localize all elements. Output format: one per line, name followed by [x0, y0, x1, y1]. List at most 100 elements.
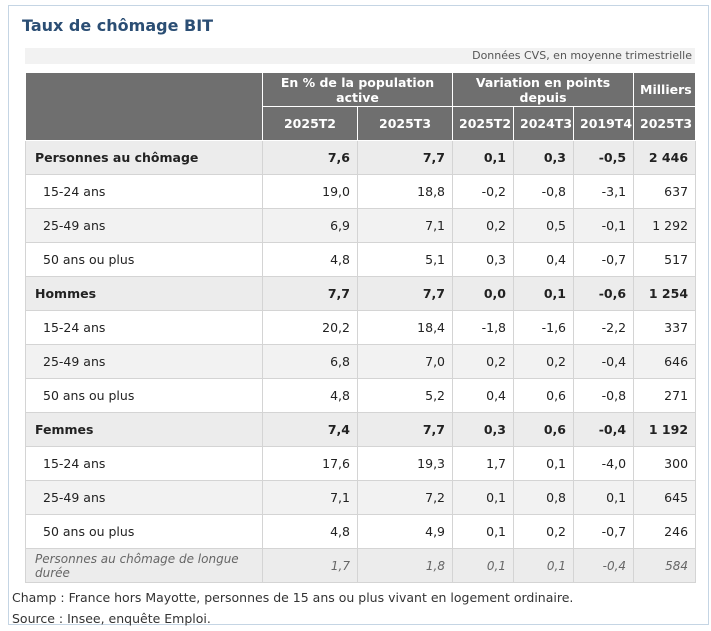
table-cell: 646	[633, 344, 697, 379]
row-label: Personnes au chômage de longue durée	[25, 548, 263, 583]
table-cell: 7,4	[262, 412, 358, 447]
table-cell: 7,1	[356, 208, 454, 243]
table-cell: -4,0	[573, 446, 635, 481]
table-cell: 0,3	[452, 242, 515, 277]
table-frame	[8, 5, 709, 625]
table-cell: 0,0	[452, 276, 515, 311]
row-label: 25-49 ans	[25, 344, 263, 379]
table-cell: 246	[633, 514, 697, 549]
table-cell: 6,9	[262, 208, 358, 243]
table-row: 50 ans ou plus 4,8 5,2 0,4 0,6 -0,8 271	[25, 378, 697, 413]
table-cell: -0,5	[573, 140, 635, 175]
row-label: 50 ans ou plus	[25, 378, 263, 413]
table-cell: -3,1	[573, 174, 635, 209]
table-cell: 5,1	[356, 242, 454, 277]
header-group-rate: En % de la population active	[261, 72, 454, 107]
table-cell: 0,2	[513, 514, 575, 549]
table-cell: 0,3	[513, 140, 575, 175]
table-cell: 645	[633, 480, 697, 515]
table-cell: 7,0	[356, 344, 454, 379]
table-row: Personnes au chômage 7,6 7,7 0,1 0,3 -0,5 2 44…	[25, 140, 697, 175]
table-cell: 0,1	[513, 446, 575, 481]
table-cell: 18,4	[356, 310, 454, 345]
header-corner	[25, 72, 263, 141]
row-label: 15-24 ans	[25, 446, 263, 481]
table-row: 50 ans ou plus 4,8 4,9 0,1 0,2 -0,7 246	[25, 514, 697, 549]
table-row: 25-49 ans 6,9 7,1 0,2 0,5 -0,1 1 292	[25, 208, 697, 243]
table-cell: 0,6	[513, 412, 575, 447]
table-cell: 0,2	[452, 208, 515, 243]
table-cell: 0,1	[513, 276, 575, 311]
table-cell: -0,2	[452, 174, 515, 209]
row-label: 25-49 ans	[25, 480, 263, 515]
table-cell: 17,6	[262, 446, 358, 481]
table-body: Personnes au chômage 7,6 7,7 0,1 0,3 -0,5 2 44…	[25, 140, 697, 583]
table-cell: 0,2	[452, 344, 515, 379]
table-cell: 0,1	[452, 514, 515, 549]
table-cell: 0,5	[513, 208, 575, 243]
table-row: 15-24 ans 17,6 19,3 1,7 0,1 -4,0 300	[25, 446, 697, 481]
row-label: 25-49 ans	[25, 208, 263, 243]
table-cell: -0,7	[573, 242, 635, 277]
table-cell: 5,2	[356, 378, 454, 413]
header-period: 2025T3	[356, 106, 454, 141]
table-notes: Champ : France hors Mayotte, personnes d…	[12, 587, 573, 629]
table-cell: 1,7	[262, 548, 358, 583]
table-cell: -1,6	[513, 310, 575, 345]
row-label: 15-24 ans	[25, 174, 263, 209]
table-cell: 517	[633, 242, 697, 277]
table-row: Hommes 7,7 7,7 0,0 0,1 -0,6 1 254	[25, 276, 697, 311]
header-period: 2025T3	[633, 106, 697, 141]
table-cell: 18,8	[356, 174, 454, 209]
table-cell: -0,1	[573, 208, 635, 243]
table-cell: 1,8	[356, 548, 454, 583]
table-cell: 0,4	[452, 378, 515, 413]
source-note: Source : Insee, enquête Emploi.	[12, 611, 211, 626]
table-cell: 19,3	[356, 446, 454, 481]
header-period: 2025T2	[452, 106, 515, 141]
table-cell: 271	[633, 378, 697, 413]
table-row: 25-49 ans 7,1 7,2 0,1 0,8 0,1 645	[25, 480, 697, 515]
table-cell: 4,8	[262, 378, 358, 413]
table-cell: -0,6	[573, 276, 635, 311]
header-period: 2019T4	[573, 106, 635, 141]
table-cell: -0,7	[573, 514, 635, 549]
table-cell: 1 292	[633, 208, 697, 243]
table-cell: 19,0	[262, 174, 358, 209]
table-cell: 0,2	[513, 344, 575, 379]
table-cell: 4,8	[262, 242, 358, 277]
row-label: Personnes au chômage	[25, 140, 263, 175]
table-cell: 0,8	[513, 480, 575, 515]
table-cell: -0,4	[573, 412, 635, 447]
table-cell: 7,2	[356, 480, 454, 515]
table-cell: 637	[633, 174, 697, 209]
table-cell: 0,1	[573, 480, 635, 515]
table-row: 15-24 ans 20,2 18,4 -1,8 -1,6 -2,2 337	[25, 310, 697, 345]
row-label: 15-24 ans	[25, 310, 263, 345]
table-cell: -0,8	[513, 174, 575, 209]
unemployment-table: En % de la population active Variation e…	[25, 72, 697, 583]
table-cell: -0,4	[573, 548, 635, 583]
scope-note: Champ : France hors Mayotte, personnes d…	[12, 590, 574, 605]
table-cell: 584	[633, 548, 697, 583]
row-label: Hommes	[25, 276, 263, 311]
group-header-row: En % de la population active Variation e…	[25, 72, 697, 141]
table-cell: 7,6	[262, 140, 358, 175]
table-row: 50 ans ou plus 4,8 5,1 0,3 0,4 -0,7 517	[25, 242, 697, 277]
header-group-variation: Variation en points depuis	[452, 72, 635, 107]
header-group-thousands: Milliers	[633, 72, 697, 107]
table-subtitle: Données CVS, en moyenne trimestrielle	[25, 48, 695, 64]
table-cell: 0,4	[513, 242, 575, 277]
table-cell: 4,9	[356, 514, 454, 549]
table-cell: 0,1	[513, 548, 575, 583]
table-cell: 7,7	[356, 140, 454, 175]
table-cell: -0,8	[573, 378, 635, 413]
table-cell: -1,8	[452, 310, 515, 345]
table-cell: 0,6	[513, 378, 575, 413]
row-label: 50 ans ou plus	[25, 514, 263, 549]
table-cell: -2,2	[573, 310, 635, 345]
table-cell: 7,7	[356, 412, 454, 447]
header-period: 2025T2	[262, 106, 358, 141]
table-row: 15-24 ans 19,0 18,8 -0,2 -0,8 -3,1 637	[25, 174, 697, 209]
table-row: Personnes au chômage de longue durée 1,7 1…	[25, 548, 697, 583]
